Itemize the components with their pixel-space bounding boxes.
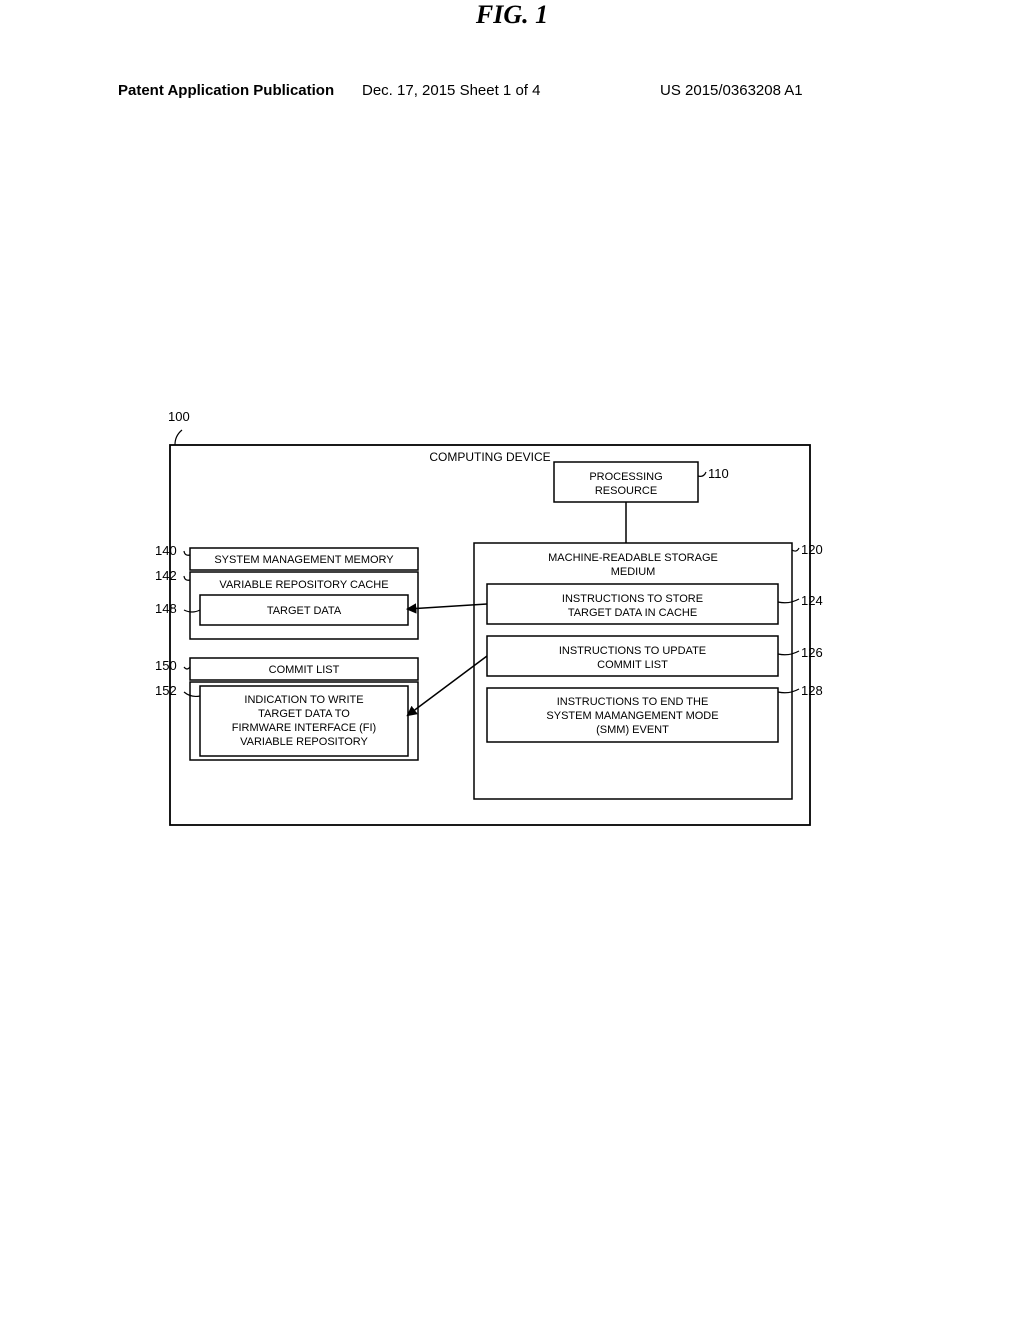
instr-128-l3: (SMM) EVENT — [596, 724, 669, 736]
ref-124: 124 — [801, 593, 823, 608]
storage-l2: MEDIUM — [611, 566, 656, 578]
ref-142: 142 — [155, 568, 177, 583]
indication-l3: FIRMWARE INTERFACE (FI) — [232, 722, 376, 734]
computing-device-label: COMPUTING DEVICE — [429, 450, 550, 464]
ref-140: 140 — [155, 543, 177, 558]
instr-126-l1: INSTRUCTIONS TO UPDATE — [559, 645, 706, 657]
instr-128-l1: INSTRUCTIONS TO END THE — [557, 696, 709, 708]
header-publication: Patent Application Publication — [118, 82, 334, 99]
cache-label: VARIABLE REPOSITORY CACHE — [219, 579, 388, 591]
smm-label: SYSTEM MANAGEMENT MEMORY — [214, 554, 394, 566]
ref-152: 152 — [155, 683, 177, 698]
instr-124-l2: TARGET DATA IN CACHE — [568, 607, 697, 619]
header-date-sheet: Dec. 17, 2015 Sheet 1 of 4 — [362, 82, 540, 99]
instr-128-l2: SYSTEM MAMANGEMENT MODE — [546, 710, 718, 722]
instr-126-l2: COMMIT LIST — [597, 659, 668, 671]
ref-126: 126 — [801, 645, 823, 660]
ref-150: 150 — [155, 658, 177, 673]
ref-100: 100 — [168, 409, 190, 424]
ref-100-leader — [175, 430, 182, 445]
instr-124-l1: INSTRUCTIONS TO STORE — [562, 593, 703, 605]
storage-l1: MACHINE-READABLE STORAGE — [548, 552, 718, 564]
processing-label-2: RESOURCE — [595, 485, 657, 497]
header-pubnumber: US 2015/0363208 A1 — [660, 82, 803, 99]
figure-caption: FIG. 1 — [0, 0, 1024, 30]
ref-110: 110 — [708, 466, 729, 481]
indication-l2: TARGET DATA TO — [258, 708, 350, 720]
ref-148: 148 — [155, 601, 177, 616]
target-data-label: TARGET DATA — [267, 605, 342, 617]
indication-l1: INDICATION TO WRITE — [244, 694, 363, 706]
ref-120: 120 — [801, 542, 823, 557]
processing-label-1: PROCESSING — [589, 471, 662, 483]
diagram-svg: COMPUTING DEVICE 100 PROCESSING RESOURCE 110… — [0, 140, 1024, 920]
indication-l4: VARIABLE REPOSITORY — [240, 736, 368, 748]
diagram-container: COMPUTING DEVICE 100 PROCESSING RESOURCE 110… — [0, 140, 1024, 925]
commit-list-label: COMMIT LIST — [269, 664, 340, 676]
ref-128: 128 — [801, 683, 823, 698]
